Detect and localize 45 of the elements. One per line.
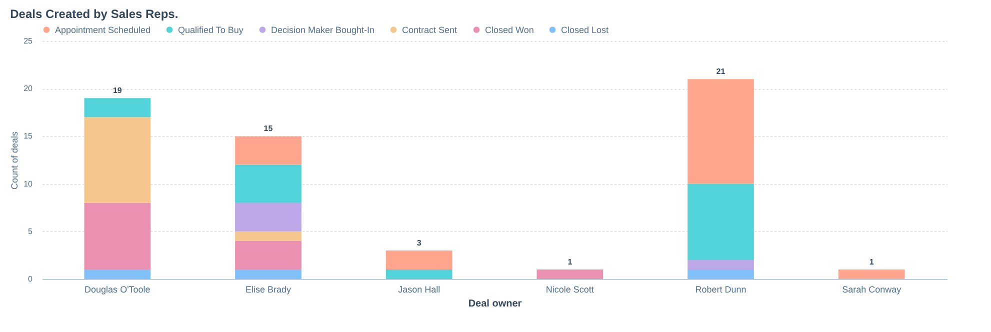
- bar: [235, 164, 302, 203]
- bar: [84, 98, 151, 118]
- bar: [235, 202, 302, 232]
- x-tick-label: Elise Brady: [245, 284, 292, 294]
- y-tick-label: 25: [24, 36, 34, 46]
- total-label: 21: [716, 67, 726, 76]
- bar: [688, 260, 754, 270]
- y-tick-label: 15: [24, 132, 34, 141]
- total-label: 3: [416, 238, 422, 248]
- x-tick-label: Sarah Conway: [842, 284, 902, 294]
- x-tick-label: Robert Dunn: [695, 284, 746, 294]
- legend-label: Closed Won: [485, 24, 534, 35]
- legend-label: Decision Maker Bought-In: [271, 24, 375, 35]
- bar: [386, 250, 452, 270]
- total-label: 15: [264, 124, 274, 134]
- bar: [235, 240, 302, 270]
- bar: [536, 269, 604, 279]
- bar: [84, 202, 151, 270]
- total-label: 1: [869, 257, 874, 266]
- bar: [688, 79, 754, 184]
- total-label: 1: [568, 257, 573, 266]
- y-tick-label: 5: [28, 226, 34, 236]
- y-axis-title: Count of deals: [10, 130, 20, 190]
- y-tick-label: 10: [24, 179, 34, 188]
- y-tick-label: 20: [24, 84, 34, 94]
- bar: [235, 269, 302, 279]
- x-tick-label: Douglas O'Toole: [84, 284, 150, 294]
- legend-label: Closed Lost: [561, 24, 610, 35]
- legend-label: Contract Sent: [402, 24, 458, 35]
- x-axis-title: Deal owner: [468, 298, 522, 310]
- bar: [235, 136, 302, 165]
- total-label: 19: [112, 86, 122, 96]
- legend-label: Appointment Scheduled: [55, 24, 151, 35]
- legend-label: Qualified To Buy: [178, 24, 244, 35]
- bar: [84, 269, 151, 279]
- y-tick-label: 0: [28, 274, 34, 284]
- bar: [688, 269, 754, 279]
- bar: [235, 231, 302, 241]
- bar: [838, 269, 905, 279]
- bar: [84, 117, 151, 203]
- x-tick-label: Nicole Scott: [546, 284, 594, 294]
- bar: [386, 269, 452, 279]
- x-tick-label: Jason Hall: [398, 284, 440, 294]
- bar: [688, 184, 754, 260]
- chart-title: Deals Created by Sales Reps.: [10, 7, 178, 21]
